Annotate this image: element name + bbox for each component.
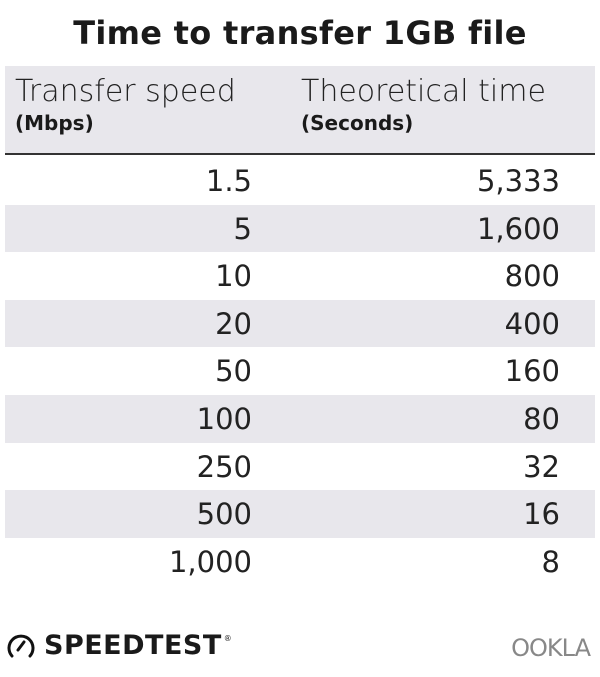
cell-time: 32 [523,449,560,484]
cell-speed: 1,000 [168,544,252,579]
table-row: 250 32 [5,443,595,491]
registered-mark: ® [223,634,232,643]
header-transfer-speed: Transfer speed (Mbps) [15,74,236,135]
header-unit: (Seconds) [301,111,414,135]
header-theoretical-time: Theoretical time (Seconds) [301,74,546,135]
cell-time: 16 [523,497,560,532]
cell-speed: 250 [196,449,252,484]
cell-time: 80 [523,401,560,436]
cell-speed: 10 [215,259,252,294]
table-row: 10 800 [5,252,595,300]
cell-time: 1,600 [476,211,560,246]
cell-time: 8 [541,544,560,579]
gauge-icon [7,634,35,657]
table-row: 100 80 [5,394,595,443]
header-label: Transfer speed [15,74,236,109]
cell-time: 160 [504,354,560,389]
cell-speed: 5 [233,211,252,246]
header-unit: (Mbps) [15,111,94,135]
speedtest-wordmark: SPEEDTEST [44,630,222,661]
data-table: Transfer speed (Mbps) Theoretical time (… [5,66,595,585]
header-label: Theoretical time [301,74,546,109]
table-row: 5 1,600 [5,204,595,253]
chart-title: Time to transfer 1GB file [73,14,527,52]
speedtest-logo: SPEEDTEST ® [6,630,232,661]
table-row: 1,000 8 [5,538,595,586]
ookla-logo: OOKLA [511,634,591,662]
table-row: 500 16 [5,490,595,538]
table-row: 20 400 [5,299,595,348]
table-row: 50 160 [5,347,595,395]
footer: SPEEDTEST ® OOKLA [0,628,600,668]
cell-time: 5,333 [476,164,560,198]
table-row: 1.5 5,333 [5,157,595,205]
table-header: Transfer speed (Mbps) Theoretical time (… [5,66,595,155]
cell-speed: 20 [215,306,252,341]
cell-speed: 500 [196,497,252,532]
cell-time: 400 [504,306,560,341]
cell-speed: 1.5 [205,164,252,198]
cell-time: 800 [504,259,560,294]
cell-speed: 50 [215,354,252,389]
cell-speed: 100 [196,401,252,436]
